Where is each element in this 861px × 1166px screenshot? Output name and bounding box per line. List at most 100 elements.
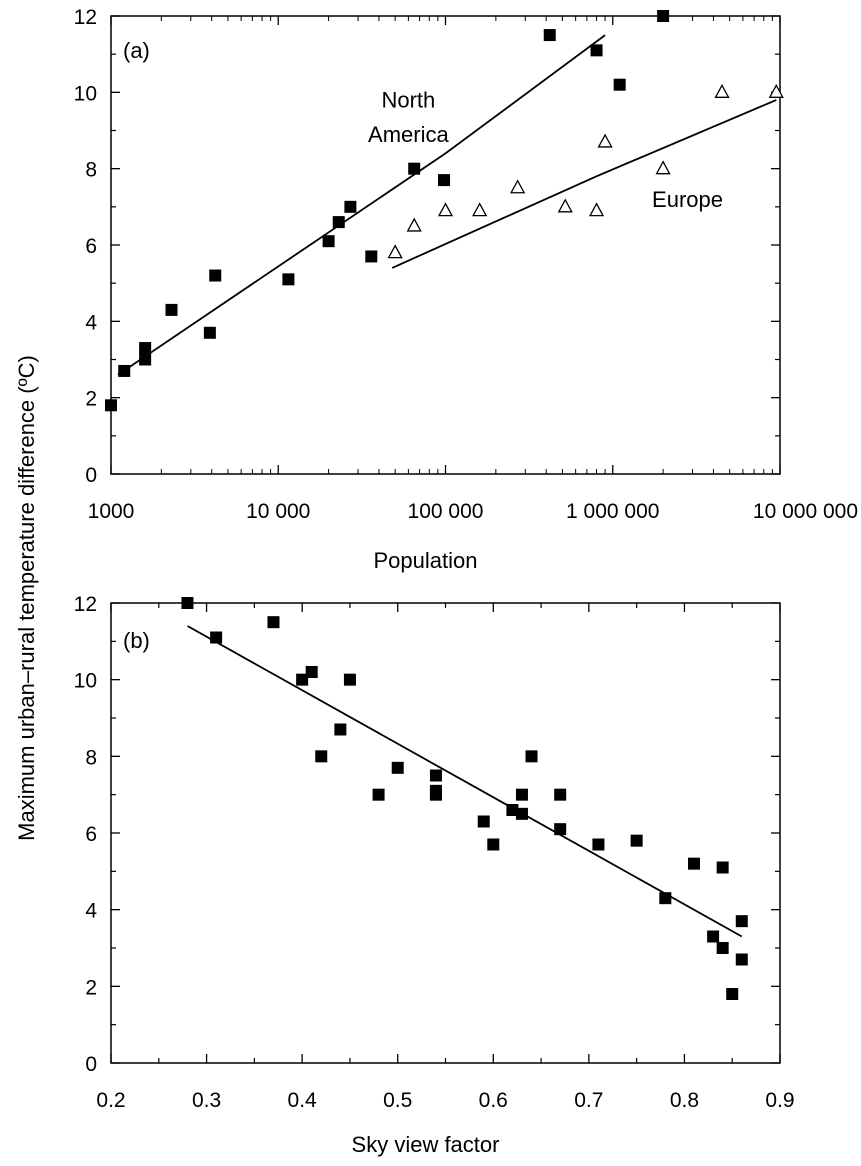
data-point-square [543, 29, 556, 42]
data-point-triangle [406, 217, 422, 232]
data-point-square [716, 942, 729, 954]
x-tick-label: 0.6 [479, 1089, 508, 1112]
data-point-square [659, 892, 672, 905]
x-tick-label: 0.2 [96, 1089, 125, 1112]
data-point-triangle [768, 83, 784, 98]
data-point-square [118, 364, 131, 377]
data-point-square [429, 769, 442, 782]
data-point-square [210, 631, 223, 644]
x-axis-title: Sky view factor [352, 1132, 500, 1157]
data-point-square [203, 326, 216, 339]
panel-label: (a) [123, 38, 150, 63]
data-point-square [296, 673, 309, 686]
y-tick-label: 12 [74, 593, 97, 616]
data-point-square [590, 44, 603, 57]
x-tick-label: 0.7 [574, 1089, 603, 1112]
data-point-square [515, 807, 528, 820]
x-tick-label: 1000 [88, 500, 135, 523]
data-point-triangle [557, 198, 573, 213]
data-point-square [105, 399, 117, 412]
data-point-square [165, 303, 178, 316]
data-point-square [334, 723, 347, 736]
series-annotation: America [368, 122, 449, 147]
panel-label: (b) [123, 628, 150, 653]
y-tick-label: 12 [74, 6, 97, 29]
trend-line [117, 34, 606, 376]
x-tick-label: 0.5 [383, 1089, 412, 1112]
data-point-square [487, 838, 500, 851]
y-tick-label: 0 [85, 464, 97, 487]
panel-a-chart: 0 2 4 6 8 10 12 1000 10 000 100 000 1 000 000 10 00… [74, 6, 858, 573]
x-tick-label: 10 000 [246, 500, 310, 523]
data-point-square [506, 804, 519, 816]
data-point-triangle [387, 244, 403, 259]
y-tick-label: 0 [85, 1053, 97, 1076]
data-point-square [429, 788, 442, 801]
data-point-square [735, 953, 748, 966]
y-tick-label: 6 [85, 235, 97, 258]
y-tick-label: 4 [85, 900, 97, 923]
data-point-square [365, 250, 378, 263]
x-tick-label: 0.8 [670, 1089, 699, 1112]
data-point-triangle [714, 83, 730, 98]
x-tick-label: 10 000 000 [753, 500, 858, 523]
data-point-square [408, 162, 421, 175]
data-point-triangle [510, 179, 526, 194]
data-point-square [735, 915, 748, 928]
y-tick-label: 10 [74, 82, 97, 105]
data-point-square [716, 861, 729, 874]
data-point-square [315, 750, 328, 763]
x-tick-label: 100 000 [408, 500, 484, 523]
data-point-square [209, 269, 222, 282]
data-point-square [554, 823, 567, 836]
x-axis-title: Population [374, 548, 478, 573]
data-point-triangle [472, 202, 488, 217]
trend-line [187, 625, 743, 938]
data-point-square [477, 815, 490, 828]
data-point-square [305, 666, 318, 678]
trend-line [391, 99, 777, 269]
data-point-square [322, 235, 335, 248]
data-point-square [687, 857, 700, 870]
data-point-square [726, 988, 739, 1000]
y-tick-label: 2 [85, 388, 97, 411]
x-tick-label: 0.4 [288, 1089, 318, 1112]
shared-y-axis-title: Maximum urban–rural temperature differen… [14, 355, 39, 841]
y-tick-label: 4 [85, 311, 97, 334]
data-point-triangle [655, 160, 671, 175]
data-point-triangle [437, 202, 454, 217]
data-point-square [525, 750, 538, 763]
data-point-square [343, 673, 356, 686]
y-tick-label: 6 [85, 823, 97, 846]
y-tick-label: 10 [74, 670, 97, 693]
data-point-square [592, 838, 605, 851]
data-point-square [139, 353, 152, 366]
y-tick-label: 2 [85, 976, 97, 999]
data-point-square [282, 273, 295, 286]
panel-b-chart: 0 2 4 6 8 10 12 0.2 0.3 0.4 0.5 0.6 0.7 0.8 0.9 Sky vie… [74, 593, 795, 1157]
y-tick-label: 8 [85, 159, 97, 182]
data-point-square [332, 216, 345, 229]
plot-frame [110, 15, 781, 475]
data-point-square [657, 10, 670, 22]
data-point-square [554, 788, 567, 801]
data-point-square [267, 616, 280, 629]
data-point-square [372, 788, 385, 801]
x-tick-label: 1 000 000 [566, 500, 659, 523]
data-point-square [630, 834, 643, 847]
series-annotation: North [381, 88, 435, 113]
data-point-square [139, 342, 152, 355]
data-point-square [344, 200, 357, 213]
x-tick-label: 0.9 [765, 1089, 794, 1112]
data-point-square [707, 930, 720, 943]
data-point-triangle [588, 202, 605, 217]
data-point-square [391, 761, 404, 774]
data-point-square [613, 78, 626, 91]
plot-frame [110, 602, 781, 1064]
x-tick-label: 0.3 [192, 1089, 221, 1112]
y-tick-label: 8 [85, 746, 97, 769]
data-point-square [515, 788, 528, 801]
series-annotation: Europe [652, 187, 723, 212]
data-point-square [181, 597, 194, 609]
